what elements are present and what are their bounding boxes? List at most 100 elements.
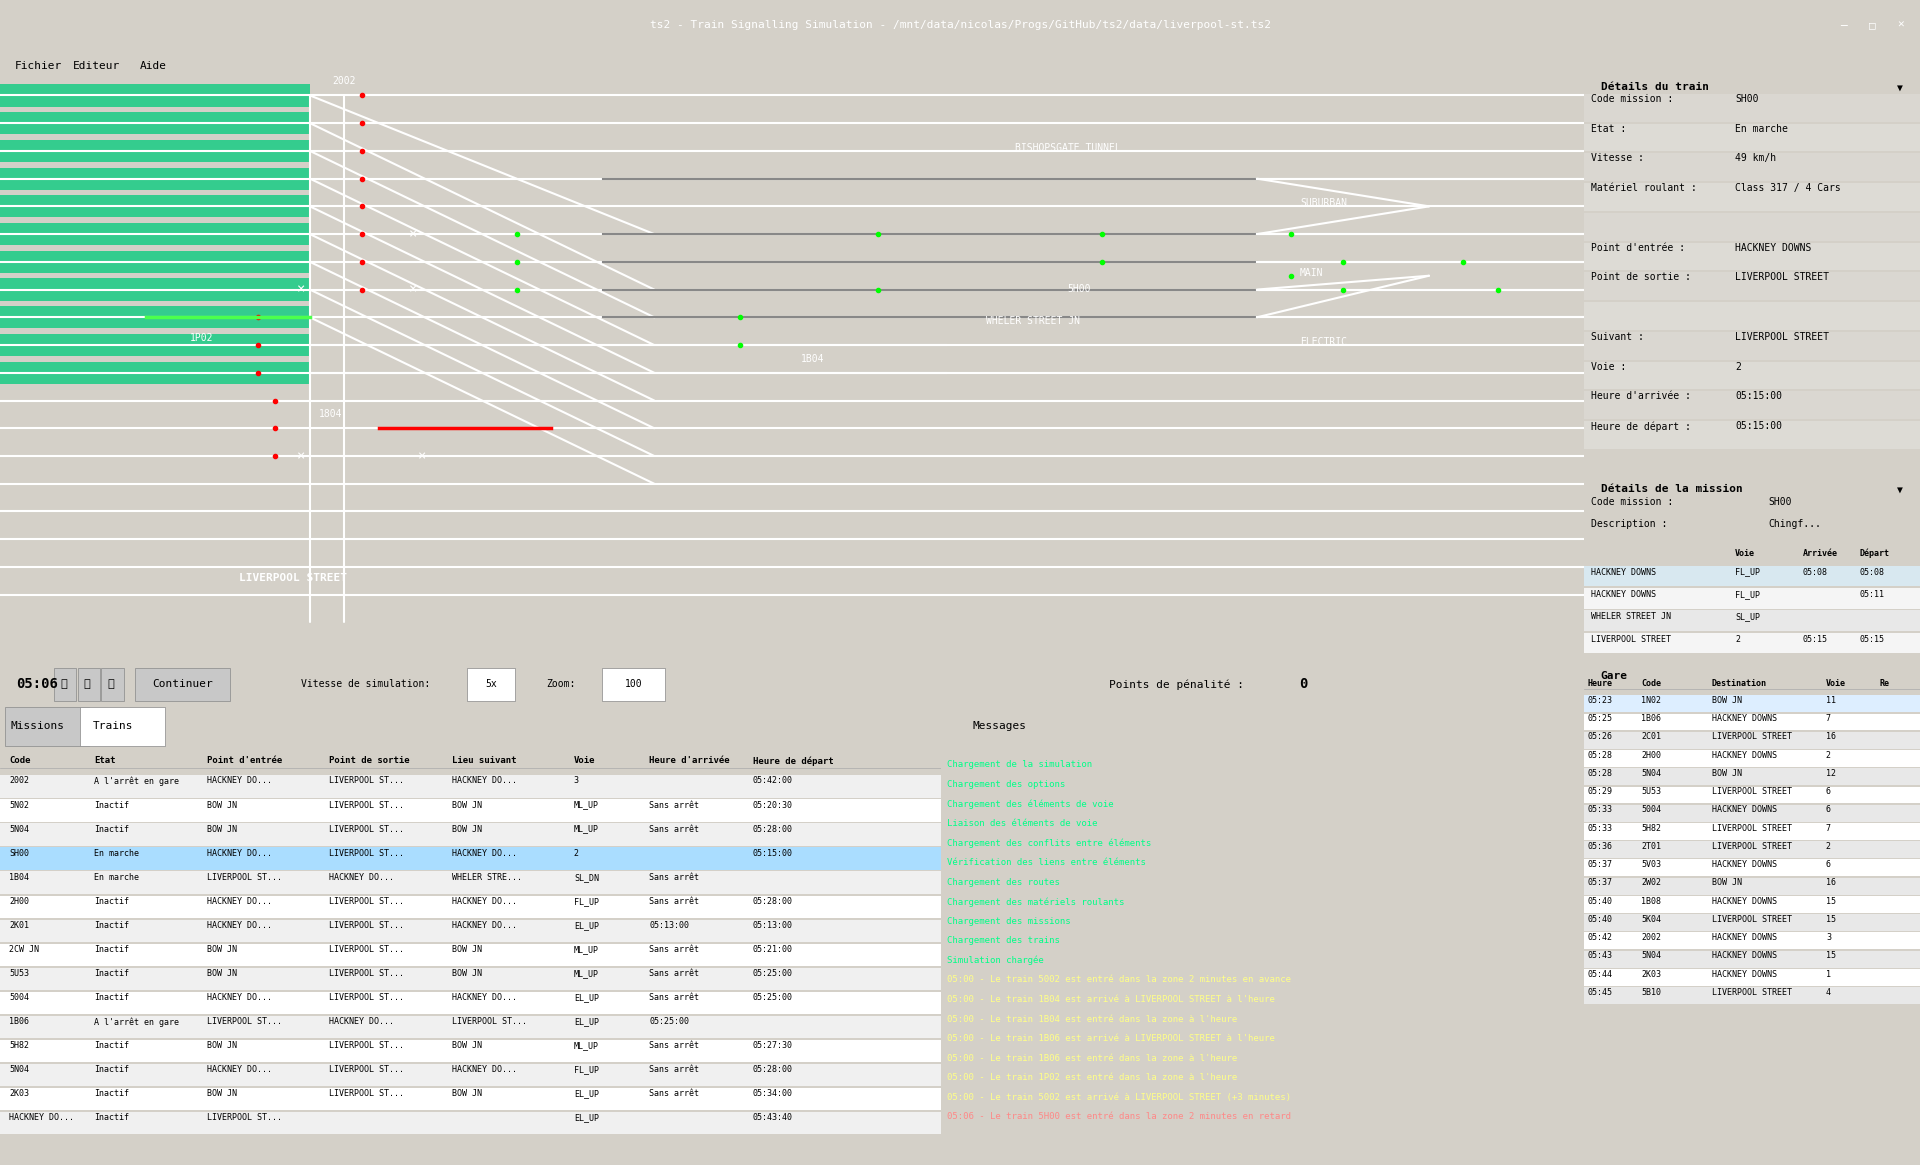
Text: En marche: En marche [94, 848, 138, 857]
Text: 05:40: 05:40 [1588, 897, 1613, 905]
Text: 05:36: 05:36 [1588, 842, 1613, 850]
Bar [1584, 154, 1920, 181]
Text: Inactif: Inactif [94, 945, 129, 954]
Text: 2: 2 [1736, 635, 1740, 644]
Text: 05:25: 05:25 [1588, 714, 1613, 723]
Bar [1584, 361, 1920, 389]
Text: 2: 2 [574, 848, 580, 857]
Text: Détails du train: Détails du train [1601, 83, 1709, 92]
Text: 5V03: 5V03 [1642, 860, 1661, 869]
Text: 05:43:40: 05:43:40 [753, 1114, 793, 1122]
Text: LIVERPOOL ST...: LIVERPOOL ST... [207, 1114, 282, 1122]
Bar [1584, 713, 1920, 730]
Bar [1584, 213, 1920, 241]
Bar [1584, 969, 1920, 986]
Bar [1584, 94, 1920, 121]
Text: 05:28: 05:28 [1588, 750, 1613, 760]
Bar [0, 896, 941, 918]
Text: Détails de la mission: Détails de la mission [1601, 485, 1743, 494]
Text: ×: × [298, 283, 305, 297]
Text: 05:00 - Le train 1B06 est entré dans la zone à l'heure: 05:00 - Le train 1B06 est entré dans la … [947, 1053, 1238, 1062]
Text: Destination: Destination [1713, 679, 1766, 689]
Text: 05:26: 05:26 [1588, 733, 1613, 741]
Text: 16: 16 [1826, 733, 1836, 741]
Text: HACKNEY DO...: HACKNEY DO... [207, 1065, 273, 1074]
Text: LIVERPOOL STREET: LIVERPOOL STREET [1713, 788, 1791, 796]
Text: FL_UP: FL_UP [574, 897, 599, 905]
Text: SL_UP: SL_UP [1736, 613, 1761, 621]
Text: 05:15: 05:15 [1803, 635, 1828, 644]
Text: 1N02: 1N02 [1642, 696, 1661, 705]
Bar [1584, 822, 1920, 840]
Text: ML_UP: ML_UP [574, 800, 599, 810]
Text: Etat: Etat [94, 756, 115, 765]
Text: HACKNEY DOWNS: HACKNEY DOWNS [1713, 714, 1776, 723]
Text: LIVERPOOL ST...: LIVERPOOL ST... [330, 945, 405, 954]
Text: LIVERPOOL STREET: LIVERPOOL STREET [1713, 988, 1791, 997]
Text: SH00: SH00 [1768, 496, 1791, 507]
Text: Matériel roulant :: Matériel roulant : [1590, 183, 1697, 193]
Text: HACKNEY DO...: HACKNEY DO... [207, 920, 273, 930]
Text: Sans arrêt: Sans arrêt [649, 873, 699, 882]
Text: □: □ [1868, 20, 1876, 30]
Text: 2: 2 [1826, 750, 1832, 760]
Bar [4, 707, 90, 746]
Text: 2002: 2002 [332, 77, 355, 86]
Text: BOW JN: BOW JN [207, 969, 236, 977]
Text: ML_UP: ML_UP [574, 825, 599, 834]
Bar [0, 250, 309, 273]
Bar [0, 1040, 941, 1062]
Text: ⏭: ⏭ [84, 679, 90, 690]
Text: 6: 6 [1826, 788, 1832, 796]
Text: LIVERPOOL STREET: LIVERPOOL STREET [1713, 842, 1791, 850]
Bar [0, 196, 309, 218]
Bar [1584, 841, 1920, 859]
Bar [1584, 732, 1920, 749]
Text: BOW JN: BOW JN [451, 825, 482, 834]
Text: 05:00 - Le train 1B04 est entré dans la zone à l'heure: 05:00 - Le train 1B04 est entré dans la … [947, 1015, 1238, 1024]
Text: FL_UP: FL_UP [1736, 567, 1761, 577]
Text: SH00: SH00 [10, 848, 29, 857]
Text: 7: 7 [1826, 824, 1832, 833]
Text: SUBURBAN: SUBURBAN [1300, 198, 1348, 209]
Text: Re: Re [1880, 679, 1889, 689]
Text: BOW JN: BOW JN [207, 945, 236, 954]
Bar [1584, 768, 1920, 785]
Text: LIVERPOOL STREET: LIVERPOOL STREET [1736, 332, 1830, 341]
Text: 05:00 - Le train 1B06 est arrivé à LIVERPOOL STREET à l'heure: 05:00 - Le train 1B06 est arrivé à LIVER… [947, 1035, 1275, 1043]
Bar [0, 223, 309, 245]
Bar [0, 799, 941, 821]
Text: HACKNEY DOWNS: HACKNEY DOWNS [1736, 242, 1812, 253]
Text: Inactif: Inactif [94, 800, 129, 810]
Bar [0, 334, 309, 356]
Text: LIVERPOOL ST...: LIVERPOOL ST... [330, 1089, 405, 1099]
Text: HACKNEY DOWNS: HACKNEY DOWNS [1713, 897, 1776, 905]
Text: Liaison des éléments de voie: Liaison des éléments de voie [947, 819, 1098, 828]
Text: HACKNEY DO...: HACKNEY DO... [10, 1114, 75, 1122]
Bar [1584, 422, 1920, 449]
Text: 5N04: 5N04 [1642, 952, 1661, 960]
Bar [1584, 633, 1920, 654]
Text: Trains: Trains [92, 721, 132, 732]
Text: Inactif: Inactif [94, 1089, 129, 1099]
Bar [0, 1016, 941, 1038]
Bar [1584, 951, 1920, 968]
Text: 1P02: 1P02 [190, 333, 213, 343]
Text: En marche: En marche [1736, 123, 1788, 134]
Text: HACKNEY DOWNS: HACKNEY DOWNS [1713, 952, 1776, 960]
Text: Départ: Départ [1859, 549, 1889, 558]
Text: HACKNEY DO...: HACKNEY DO... [451, 920, 516, 930]
Text: 05:15:00: 05:15:00 [1736, 422, 1782, 431]
Text: 05:33: 05:33 [1588, 824, 1613, 833]
Text: 2K01: 2K01 [10, 920, 29, 930]
Text: HACKNEY DO...: HACKNEY DO... [451, 1065, 516, 1074]
Bar [0, 775, 941, 798]
Text: LIVERPOOL STREET: LIVERPOOL STREET [1590, 635, 1670, 644]
Text: 05:40: 05:40 [1588, 915, 1613, 924]
Text: 05:34:00: 05:34:00 [753, 1089, 793, 1099]
Text: HACKNEY DO...: HACKNEY DO... [330, 1017, 394, 1026]
Bar [0, 824, 941, 846]
Text: 05:27:30: 05:27:30 [753, 1042, 793, 1050]
Text: BOW JN: BOW JN [451, 1042, 482, 1050]
Text: LIVERPOOL ST...: LIVERPOOL ST... [330, 1042, 405, 1050]
